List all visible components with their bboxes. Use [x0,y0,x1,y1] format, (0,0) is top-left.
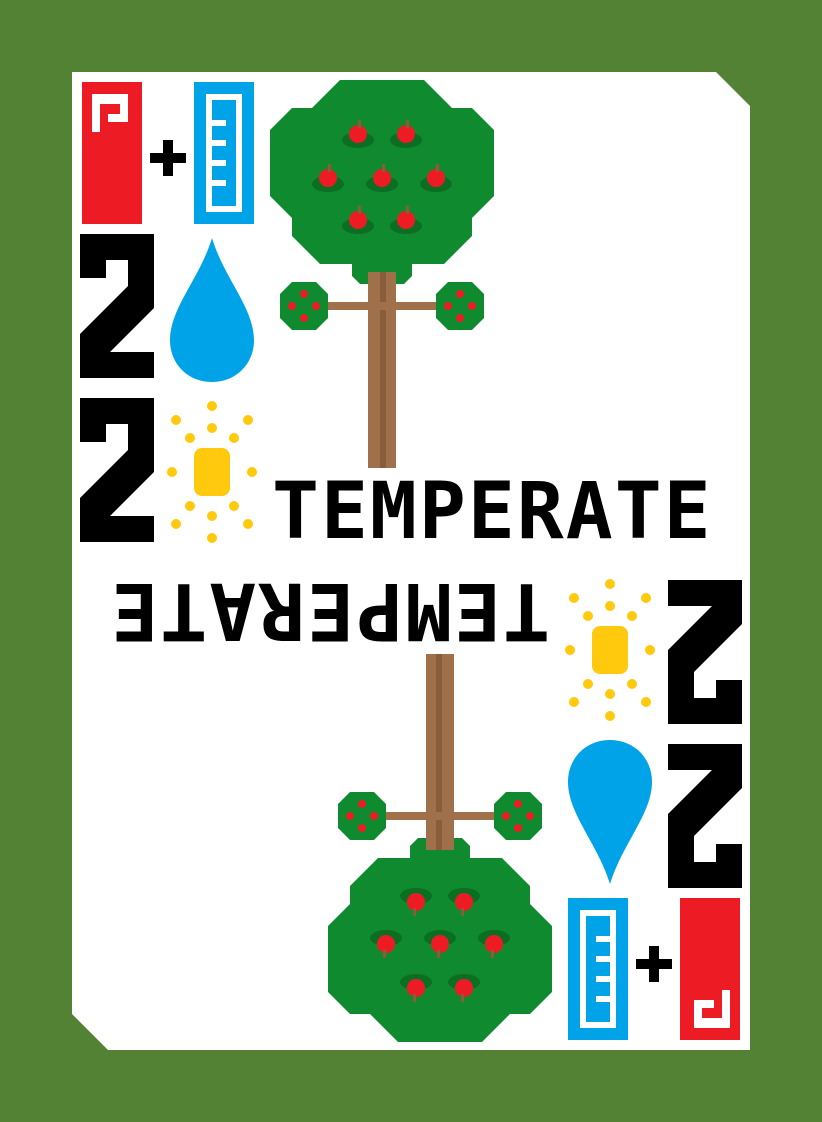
card-title: TEMPERATE [272,467,713,557]
card-top-half: TEMPERATE [80,80,713,557]
heat-gauge-icon-rotated [680,898,740,1040]
cold-gauge-icon-rotated [568,898,628,1040]
cold-gauge-icon [194,82,254,224]
card-bottom-half: TEMPERATE [109,565,742,1042]
heat-gauge-icon [82,82,142,224]
card-title-rotated: TEMPERATE [109,565,550,655]
